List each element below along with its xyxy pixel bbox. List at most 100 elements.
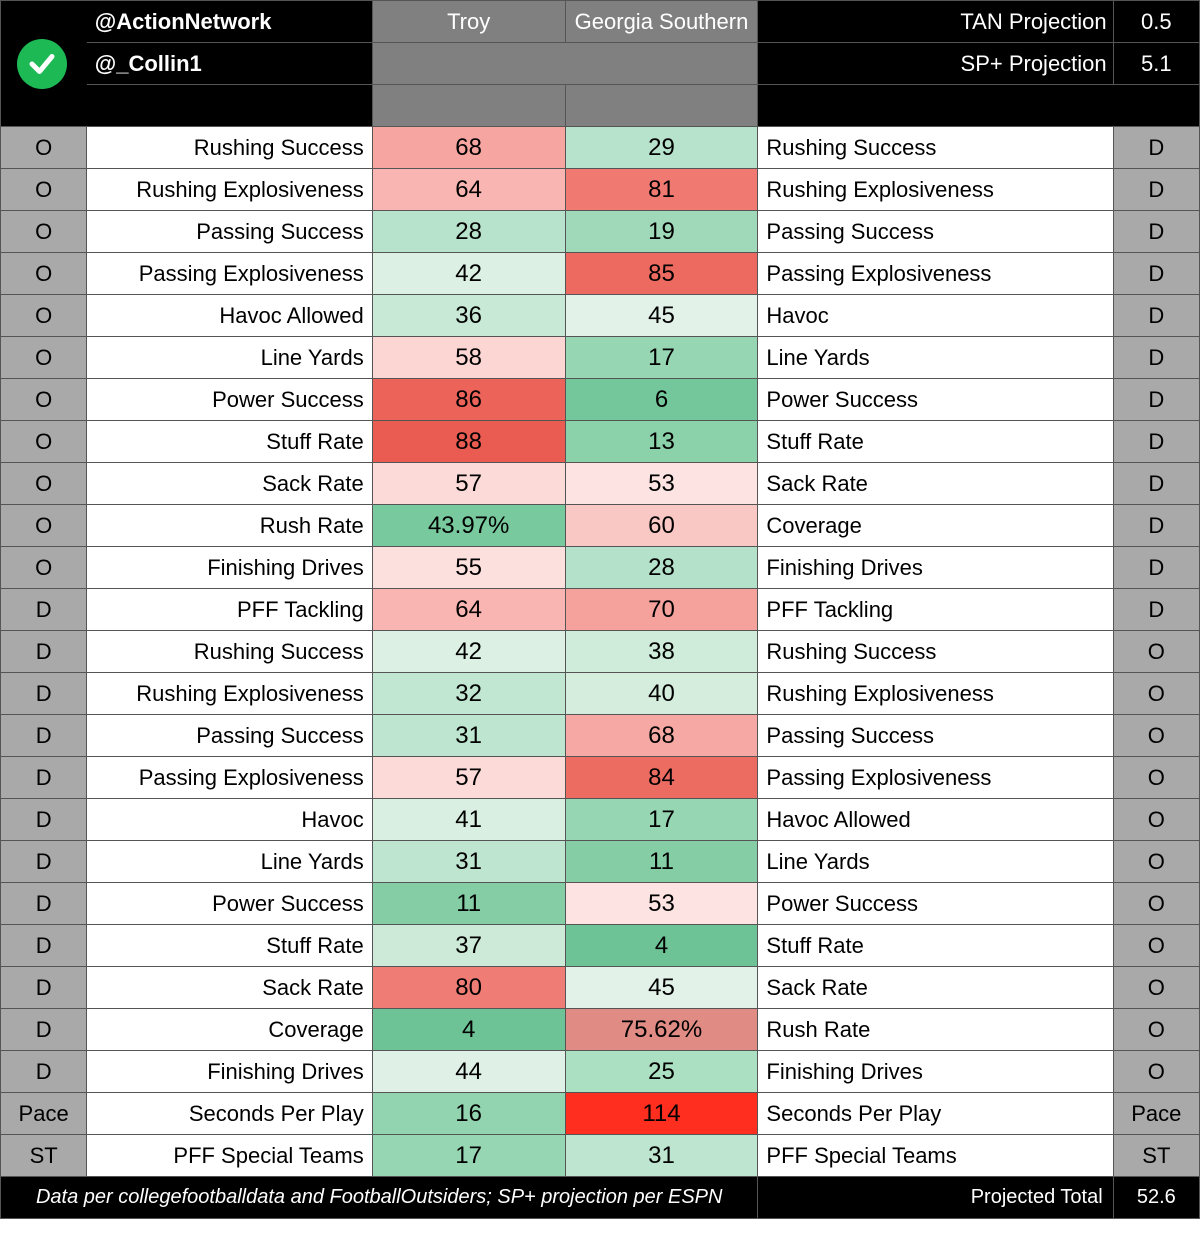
team1-value: 42 xyxy=(372,253,565,295)
team1-value: 64 xyxy=(372,169,565,211)
right-metric-label: Finishing Drives xyxy=(758,1051,1113,1093)
right-metric-label: Passing Success xyxy=(758,715,1113,757)
team2-value: 53 xyxy=(565,883,758,925)
left-metric-label: Sack Rate xyxy=(87,463,372,505)
team2-value: 70 xyxy=(565,589,758,631)
team2-value: 19 xyxy=(565,211,758,253)
right-metric-label: Power Success xyxy=(758,883,1113,925)
team2-value: 75.62% xyxy=(565,1009,758,1051)
table-row: DPassing Success3168Passing SuccessO xyxy=(1,715,1200,757)
left-side-marker: O xyxy=(1,379,87,421)
right-side-marker: O xyxy=(1113,841,1199,883)
team1-value: 57 xyxy=(372,463,565,505)
right-side-marker: D xyxy=(1113,505,1199,547)
right-metric-label: PFF Special Teams xyxy=(758,1135,1113,1177)
team1-value: 11 xyxy=(372,883,565,925)
team1-value: 86 xyxy=(372,379,565,421)
team2-value: 38 xyxy=(565,631,758,673)
team2-value: 25 xyxy=(565,1051,758,1093)
team1-value: 36 xyxy=(372,295,565,337)
team2-value: 53 xyxy=(565,463,758,505)
left-side-marker: Pace xyxy=(1,1093,87,1135)
left-metric-label: Passing Explosiveness xyxy=(87,757,372,799)
team1-value: 43.97% xyxy=(372,505,565,547)
right-side-marker: D xyxy=(1113,589,1199,631)
right-side-marker: O xyxy=(1113,715,1199,757)
table-row: DLine Yards3111Line YardsO xyxy=(1,841,1200,883)
team1-value: 58 xyxy=(372,337,565,379)
check-badge-cell xyxy=(1,1,87,127)
left-side-marker: D xyxy=(1,757,87,799)
table-row: OHavoc Allowed3645HavocD xyxy=(1,295,1200,337)
matchup-table-container: @ActionNetwork Troy Georgia Southern TAN… xyxy=(0,0,1200,1219)
team2-value: 114 xyxy=(565,1093,758,1135)
tan-projection-label: TAN Projection xyxy=(758,1,1113,43)
left-metric-label: Coverage xyxy=(87,1009,372,1051)
right-side-marker: D xyxy=(1113,337,1199,379)
left-metric-label: Power Success xyxy=(87,379,372,421)
right-metric-label: Line Yards xyxy=(758,841,1113,883)
team1-value: 80 xyxy=(372,967,565,1009)
team2-value: 45 xyxy=(565,295,758,337)
team1-value: 68 xyxy=(372,127,565,169)
right-metric-label: Havoc xyxy=(758,295,1113,337)
table-row: OFinishing Drives5528Finishing DrivesD xyxy=(1,547,1200,589)
left-metric-label: Rushing Explosiveness xyxy=(87,169,372,211)
left-metric-label: Finishing Drives xyxy=(87,547,372,589)
right-side-marker: ST xyxy=(1113,1135,1199,1177)
team1-value: 4 xyxy=(372,1009,565,1051)
left-metric-label: Havoc Allowed xyxy=(87,295,372,337)
table-row: OStuff Rate8813Stuff RateD xyxy=(1,421,1200,463)
left-metric-label: Stuff Rate xyxy=(87,421,372,463)
right-side-marker: O xyxy=(1113,673,1199,715)
right-side-marker: D xyxy=(1113,547,1199,589)
team2-value: 45 xyxy=(565,967,758,1009)
left-side-marker: O xyxy=(1,547,87,589)
team2-value: 28 xyxy=(565,547,758,589)
team1-value: 16 xyxy=(372,1093,565,1135)
right-metric-label: Rushing Explosiveness xyxy=(758,673,1113,715)
left-metric-label: Rushing Success xyxy=(87,631,372,673)
left-side-marker: O xyxy=(1,169,87,211)
left-side-marker: D xyxy=(1,589,87,631)
right-metric-label: Stuff Rate xyxy=(758,925,1113,967)
header-spacer-v1 xyxy=(372,85,565,127)
table-row: DSack Rate8045Sack RateO xyxy=(1,967,1200,1009)
right-side-marker: O xyxy=(1113,631,1199,673)
team1-header: Troy xyxy=(372,1,565,43)
header-spacer-left xyxy=(87,85,372,127)
left-side-marker: O xyxy=(1,127,87,169)
left-metric-label: Havoc xyxy=(87,799,372,841)
left-side-marker: D xyxy=(1,883,87,925)
projected-total-value: 52.6 xyxy=(1113,1177,1199,1219)
table-row: DPower Success1153Power SuccessO xyxy=(1,883,1200,925)
left-side-marker: D xyxy=(1,1051,87,1093)
right-side-marker: O xyxy=(1113,799,1199,841)
right-metric-label: Coverage xyxy=(758,505,1113,547)
team1-value: 28 xyxy=(372,211,565,253)
left-metric-label: Passing Success xyxy=(87,211,372,253)
team2-value: 6 xyxy=(565,379,758,421)
left-side-marker: O xyxy=(1,211,87,253)
left-side-marker: O xyxy=(1,421,87,463)
left-metric-label: Line Yards xyxy=(87,841,372,883)
right-metric-label: Line Yards xyxy=(758,337,1113,379)
left-metric-label: PFF Special Teams xyxy=(87,1135,372,1177)
table-row: DRushing Explosiveness3240Rushing Explos… xyxy=(1,673,1200,715)
right-metric-label: Stuff Rate xyxy=(758,421,1113,463)
right-side-marker: D xyxy=(1113,295,1199,337)
left-metric-label: Power Success xyxy=(87,883,372,925)
table-row: DFinishing Drives4425Finishing DrivesO xyxy=(1,1051,1200,1093)
left-side-marker: D xyxy=(1,1009,87,1051)
team2-value: 17 xyxy=(565,337,758,379)
right-metric-label: Seconds Per Play xyxy=(758,1093,1113,1135)
left-side-marker: O xyxy=(1,295,87,337)
table-row: ORushing Success6829Rushing SuccessD xyxy=(1,127,1200,169)
table-row: ORushing Explosiveness6481Rushing Explos… xyxy=(1,169,1200,211)
right-metric-label: PFF Tackling xyxy=(758,589,1113,631)
right-side-marker: O xyxy=(1113,883,1199,925)
team2-value: 13 xyxy=(565,421,758,463)
left-metric-label: Rushing Explosiveness xyxy=(87,673,372,715)
right-side-marker: Pace xyxy=(1113,1093,1199,1135)
team2-value: 68 xyxy=(565,715,758,757)
